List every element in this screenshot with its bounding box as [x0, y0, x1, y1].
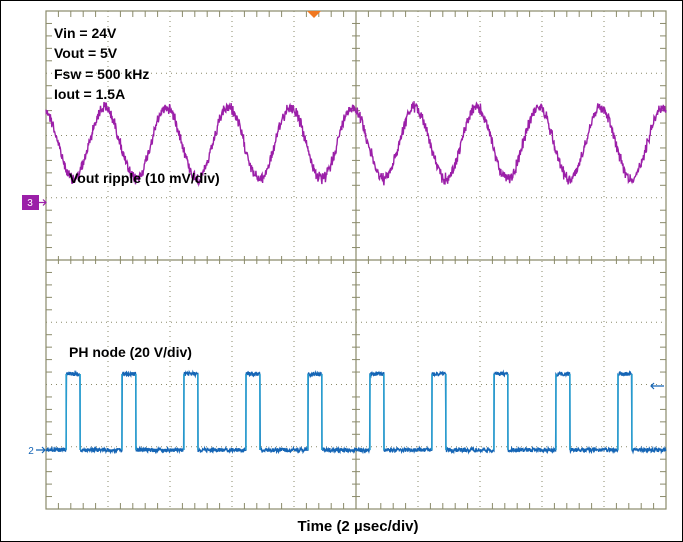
series-label-ph-node: PH node (20 V/div): [69, 344, 192, 360]
graticule: [45, 10, 667, 510]
annotation-fsw: Fsw = 500 kHz: [54, 66, 149, 82]
x-axis-label: Time (2 µsec/div): [298, 518, 419, 535]
traces: [45, 101, 667, 455]
vout-ripple-trace: [45, 101, 667, 188]
annotation-vout: Vout = 5V: [54, 45, 118, 61]
labels: Vin = 24V Vout = 5V Fsw = 500 kHz Iout =…: [54, 25, 418, 535]
series-label-vout-ripple: Vout ripple (10 mV/div): [69, 170, 220, 186]
trigger-position-icon: [307, 11, 321, 18]
channel-markers: 3 2: [22, 11, 664, 457]
ch3-marker-badge: [22, 195, 39, 210]
ph-node-trace: [45, 369, 667, 455]
ch2-marker-text: 2: [28, 446, 34, 457]
annotation-vin: Vin = 24V: [54, 25, 117, 41]
ch3-marker-arrow-icon: [39, 199, 47, 206]
trigger-level-arrow-icon: [650, 382, 664, 390]
ch3-marker-text: 3: [27, 198, 33, 209]
ch2-marker-arrow-icon: [36, 446, 46, 454]
annotation-iout: Iout = 1.5A: [54, 86, 125, 102]
